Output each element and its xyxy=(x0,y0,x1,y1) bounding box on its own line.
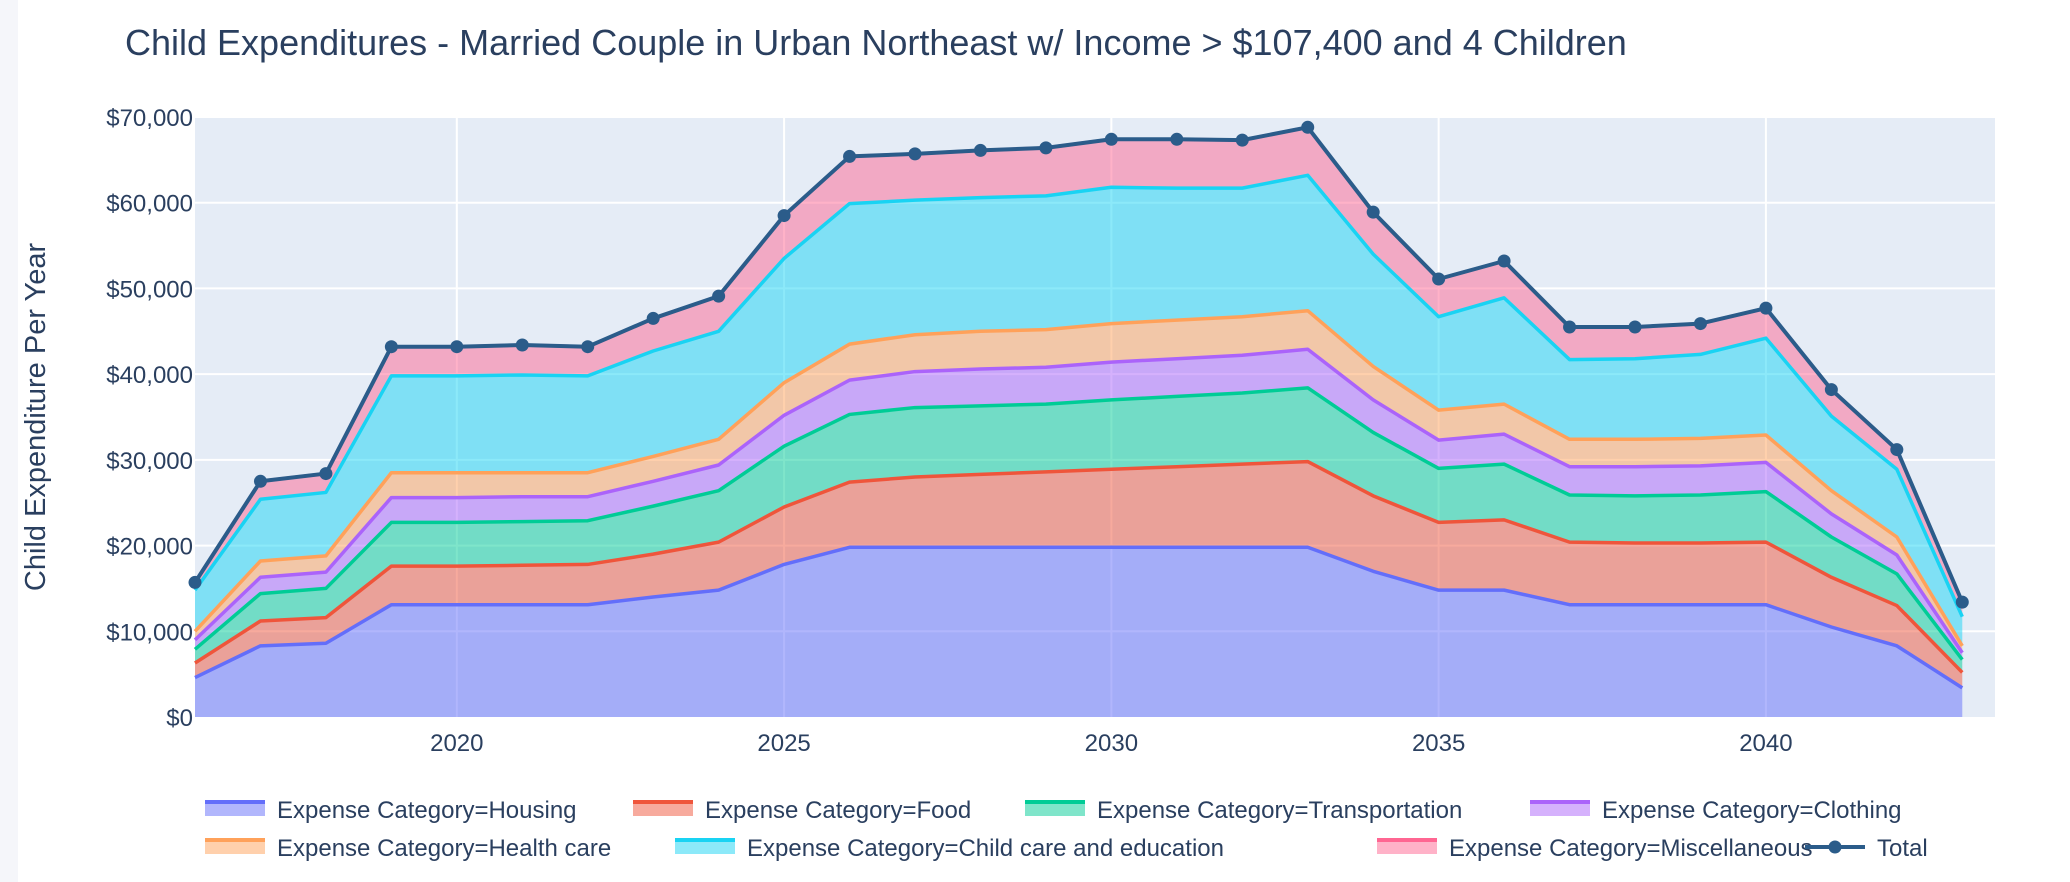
total-point xyxy=(1170,132,1184,146)
x-tick-label: 2030 xyxy=(1085,730,1138,757)
area-transportation xyxy=(195,387,1963,673)
legend-swatch xyxy=(205,840,265,854)
total-point xyxy=(843,149,857,163)
total-point xyxy=(712,289,726,303)
total-point xyxy=(1759,301,1773,315)
total-point xyxy=(1432,272,1446,286)
total-point xyxy=(973,143,987,157)
line-clothing xyxy=(193,347,1964,654)
legend-item: Expense Category=Clothing xyxy=(1530,797,1902,824)
total-point xyxy=(253,474,267,488)
legend-label: Expense Category=Clothing xyxy=(1602,797,1902,824)
x-tick-label: 2040 xyxy=(1739,730,1792,757)
total-point xyxy=(188,575,202,589)
y-tick-label: $20,000 xyxy=(106,534,193,561)
legend-item: Expense Category=Miscellaneous xyxy=(1377,835,1813,862)
legend-swatch xyxy=(675,840,735,854)
legend-swatch xyxy=(205,802,265,816)
legend-label: Expense Category=Food xyxy=(705,797,971,824)
legend-label: Expense Category=Housing xyxy=(277,797,577,824)
area-clothing xyxy=(195,349,1963,660)
total-point xyxy=(1955,595,1969,609)
total-point xyxy=(384,340,398,354)
total-point xyxy=(450,340,464,354)
total-point xyxy=(1563,320,1577,334)
total-point xyxy=(515,338,529,352)
area-child-care-and-education xyxy=(195,175,1963,646)
legend: Expense Category=Housing Expense Category… xyxy=(205,797,1928,862)
area-miscellaneous xyxy=(195,127,1963,617)
total-point xyxy=(646,311,660,325)
total-point xyxy=(1824,383,1838,397)
area-food xyxy=(195,461,1963,688)
total-point xyxy=(777,209,791,223)
stacked-areas xyxy=(195,127,1963,717)
y-axis-title: Child Expenditure Per Year xyxy=(20,243,52,592)
y-tick-label: $50,000 xyxy=(106,276,193,303)
total-point xyxy=(908,147,922,161)
legend-item: Expense Category=Health care xyxy=(205,835,611,862)
legend-item: Expense Category=Transportation xyxy=(1025,797,1462,824)
total-point xyxy=(1235,133,1249,147)
y-axis-ticks: $0 $10,000 $20,000 $30,000 $40,000 $50,000 $60… xyxy=(106,105,193,732)
y-tick-label: $0 xyxy=(166,705,193,732)
total-point xyxy=(1890,443,1904,457)
area-health-care xyxy=(195,310,1963,653)
total-point xyxy=(1628,320,1642,334)
y-tick-label: $30,000 xyxy=(106,448,193,475)
total-series xyxy=(188,120,1969,609)
total-point xyxy=(1366,205,1380,219)
line-transportation xyxy=(193,386,1964,661)
legend-item: Expense Category=Child care and educatio… xyxy=(675,835,1224,862)
total-point xyxy=(581,340,595,354)
y-tick-label: $40,000 xyxy=(106,362,193,389)
legend-swatch xyxy=(1377,840,1437,854)
chart-title: Child Expenditures - Married Couple in U… xyxy=(125,22,1627,63)
legend-label: Total xyxy=(1877,835,1928,862)
total-point xyxy=(1039,141,1053,155)
total-point xyxy=(1497,254,1511,268)
legend-swatch-marker xyxy=(1828,840,1842,854)
total-point xyxy=(1693,317,1707,331)
line-child-care-and-education xyxy=(193,173,1964,618)
legend-item: Expense Category=Food xyxy=(633,797,971,824)
total-point xyxy=(1104,132,1118,146)
total-line xyxy=(193,125,1965,603)
legend-label: Expense Category=Miscellaneous xyxy=(1449,835,1813,862)
x-axis-ticks: 2020 2025 2030 2035 2040 xyxy=(430,730,1792,757)
line-health-care xyxy=(193,308,1964,647)
legend-item: Expense Category=Housing xyxy=(205,797,577,824)
legend-label: Expense Category=Transportation xyxy=(1097,797,1462,824)
legend-swatch xyxy=(633,802,693,816)
legend-item: Total xyxy=(1805,835,1928,862)
line-food xyxy=(194,459,1964,674)
series-lines xyxy=(193,125,1964,690)
total-point xyxy=(319,467,333,481)
legend-swatch xyxy=(1025,802,1085,816)
legend-label: Expense Category=Child care and educatio… xyxy=(747,835,1224,862)
y-tick-label: $10,000 xyxy=(106,619,193,646)
line-housing xyxy=(194,545,1964,690)
total-point xyxy=(1301,120,1315,134)
x-tick-label: 2020 xyxy=(430,730,483,757)
legend-swatch xyxy=(1530,802,1590,816)
y-tick-label: $70,000 xyxy=(106,105,193,132)
y-tick-label: $60,000 xyxy=(106,191,193,218)
x-tick-label: 2025 xyxy=(757,730,810,757)
window-edge xyxy=(0,0,18,882)
legend-label: Expense Category=Health care xyxy=(277,835,611,862)
x-tick-label: 2035 xyxy=(1412,730,1465,757)
area-housing xyxy=(195,547,1963,717)
